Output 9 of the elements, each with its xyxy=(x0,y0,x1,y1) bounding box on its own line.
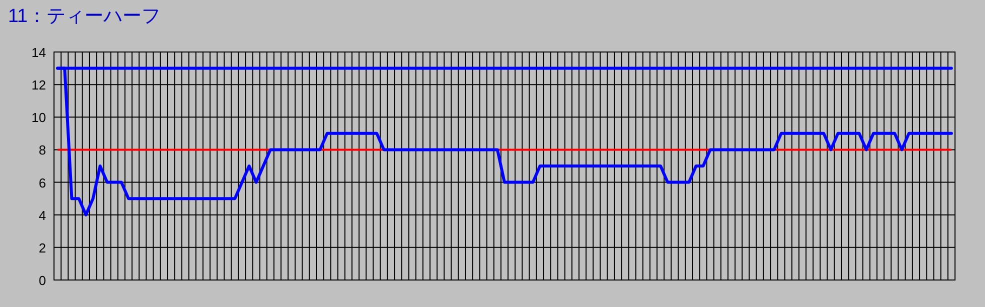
y-tick-label: 2 xyxy=(38,240,46,256)
y-tick-label: 10 xyxy=(32,110,46,126)
y-tick-label: 6 xyxy=(38,175,46,190)
y-tick-label: 14 xyxy=(32,45,46,60)
y-tick-label: 12 xyxy=(32,78,46,93)
y-tick-label: 4 xyxy=(38,208,46,223)
chart-title: 11：ティーハーフ xyxy=(8,6,161,27)
y-tick-label: 0 xyxy=(38,273,46,288)
y-tick-label: 8 xyxy=(38,142,46,158)
